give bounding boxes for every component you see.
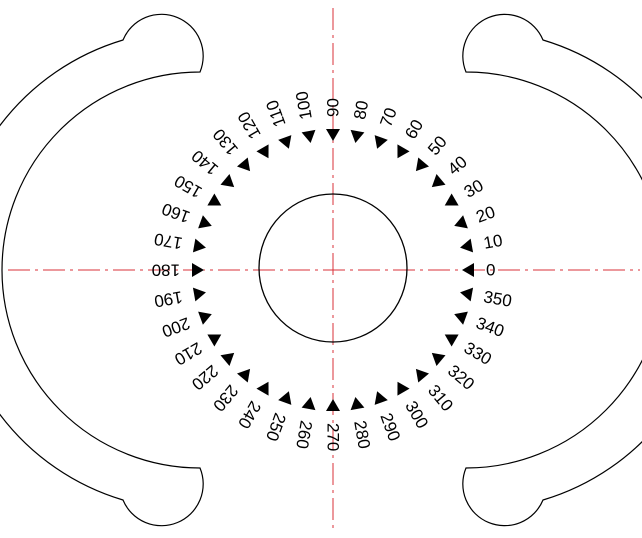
dial-label-70: 70 — [376, 105, 400, 129]
dial-label-210: 210 — [171, 338, 205, 369]
dial-label-100: 100 — [292, 90, 316, 121]
dial-label-280: 280 — [350, 419, 374, 450]
dial-label-60: 60 — [401, 116, 427, 142]
tick-310 — [415, 368, 429, 383]
dial-label-80: 80 — [350, 99, 372, 121]
tick-200 — [198, 311, 212, 325]
tick-140 — [220, 174, 235, 188]
tick-290 — [374, 391, 388, 405]
tick-170 — [192, 238, 206, 253]
dial-label-260: 260 — [292, 419, 316, 450]
dial-label-330: 330 — [461, 338, 495, 369]
tick-50 — [415, 157, 429, 172]
tick-270 — [326, 399, 340, 411]
dial-label-310: 310 — [424, 381, 457, 415]
tick-250 — [278, 391, 292, 405]
dial-label-50: 50 — [424, 132, 451, 159]
dial-label-110: 110 — [262, 98, 289, 130]
dial-label-10: 10 — [482, 231, 504, 253]
dial-label-170: 170 — [153, 229, 184, 253]
centerlines — [8, 8, 640, 532]
tick-240 — [256, 381, 269, 396]
tick-130 — [237, 157, 251, 172]
dial-label-120: 120 — [234, 108, 265, 142]
tick-220 — [220, 352, 235, 366]
tick-320 — [431, 352, 446, 366]
tick-100 — [301, 129, 316, 143]
dial-label-140: 140 — [188, 146, 222, 179]
left-arc-slot — [0, 13, 204, 527]
tick-340 — [454, 311, 468, 325]
tick-30 — [444, 193, 459, 206]
dial-label-320: 320 — [444, 361, 478, 394]
dial-label-190: 190 — [153, 287, 184, 311]
center-bore-circle — [258, 193, 408, 343]
tick-260 — [301, 397, 316, 411]
tick-180 — [192, 263, 204, 277]
dial-label-130: 130 — [209, 125, 242, 159]
dial-label-30: 30 — [461, 176, 487, 202]
tick-330 — [444, 334, 459, 347]
tick-350 — [460, 287, 474, 302]
right-arc-slot — [462, 13, 642, 527]
dial-label-0: 0 — [486, 261, 495, 280]
tick-90 — [326, 129, 340, 141]
tick-110 — [278, 135, 292, 149]
tick-230 — [237, 368, 251, 383]
tick-160 — [198, 215, 212, 229]
tick-60 — [397, 144, 410, 159]
dial-ticks — [192, 129, 474, 411]
dial-label-180: 180 — [152, 261, 180, 280]
tick-190 — [192, 287, 206, 302]
dial-label-300: 300 — [401, 398, 432, 432]
tick-80 — [350, 129, 365, 143]
dial-label-220: 220 — [188, 361, 222, 394]
tick-120 — [256, 144, 269, 159]
dial-label-340: 340 — [474, 313, 507, 341]
tick-150 — [207, 193, 222, 206]
tick-40 — [431, 174, 446, 188]
tick-20 — [454, 215, 468, 229]
dial-label-150: 150 — [171, 171, 205, 202]
dial-label-250: 250 — [262, 411, 290, 444]
tick-300 — [397, 381, 410, 396]
dial-label-230: 230 — [209, 381, 242, 415]
dial-label-350: 350 — [482, 287, 513, 311]
tick-10 — [460, 238, 474, 253]
dial-label-90: 90 — [324, 98, 343, 117]
tick-70 — [374, 135, 388, 149]
dial-label-20: 20 — [474, 202, 498, 226]
dial-label-160: 160 — [159, 199, 192, 227]
dial-label-290: 290 — [376, 411, 404, 444]
dial-label-270: 270 — [324, 423, 343, 451]
tick-0 — [462, 263, 474, 277]
dial-label-40: 40 — [444, 152, 471, 179]
dial-label-240: 240 — [234, 398, 265, 432]
tick-210 — [207, 334, 222, 347]
dial-label-200: 200 — [159, 313, 192, 341]
tick-280 — [350, 397, 365, 411]
